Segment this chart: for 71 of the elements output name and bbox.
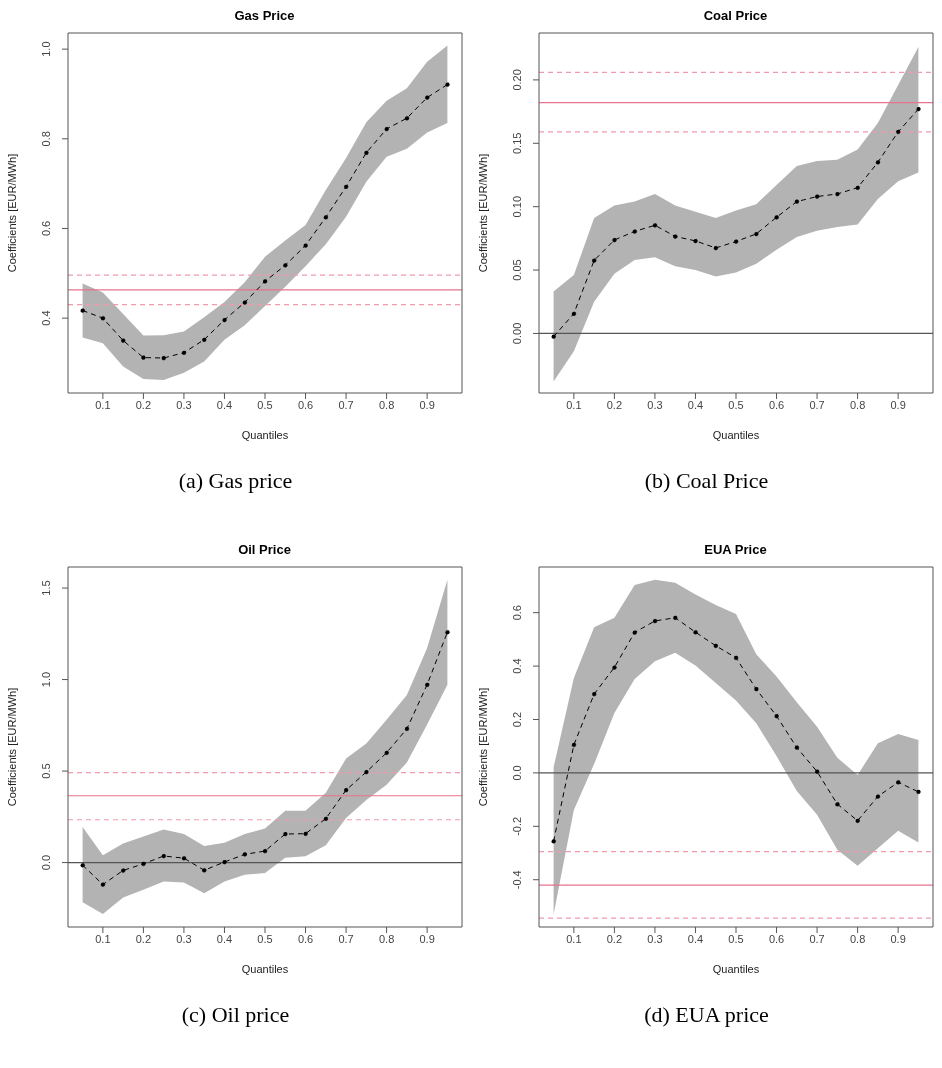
x-tick-label: 0.5: [728, 932, 744, 945]
x-tick-label: 0.2: [135, 398, 152, 411]
x-tick-label: 0.1: [566, 398, 582, 411]
y-tick-label: 0.00: [511, 322, 523, 345]
x-tick-label: 0.3: [176, 398, 192, 411]
chart-title: Oil Price: [237, 542, 292, 557]
x-tick-label: 0.9: [419, 398, 435, 411]
text: (d) EUA price: [643, 1002, 770, 1028]
y-tick-label: 1.0: [40, 671, 52, 688]
y-tick-label: 1.5: [40, 580, 52, 596]
x-tick-label: 0.6: [768, 398, 785, 411]
x-tick-label: 0.4: [687, 398, 704, 411]
chart-title: Coal Price: [702, 8, 769, 23]
x-axis-title: Quantiles: [712, 963, 760, 975]
y-tick-label: 0.0: [40, 854, 52, 871]
y-tick-label: 0.0: [511, 765, 523, 781]
x-tick-label: 0.5: [257, 398, 273, 411]
x-axis-title: Quantiles: [241, 429, 289, 441]
x-tick-label: 0.1: [95, 932, 111, 945]
x-tick-label: 0.3: [176, 932, 192, 945]
x-axis-title: Quantiles: [241, 963, 289, 975]
x-tick-label: 0.7: [809, 932, 825, 945]
x-tick-label: 0.6: [768, 932, 785, 945]
x-tick-label: 0.7: [338, 398, 354, 411]
y-tick-label: -0.4: [511, 870, 523, 890]
y-tick-label: 0.6: [511, 605, 523, 621]
x-tick-label: 0.6: [297, 932, 314, 945]
x-tick-label: 0.2: [135, 932, 152, 945]
x-tick-label: 0.9: [890, 398, 906, 411]
x-tick-label: 0.9: [419, 932, 435, 945]
x-tick-label: 0.1: [95, 398, 111, 411]
x-tick-label: 0.1: [566, 932, 582, 945]
x-tick-label: 0.3: [647, 398, 663, 411]
y-axis-title: Coefficients [EUR/MWh]: [5, 687, 18, 807]
text: (a) Gas price: [177, 468, 294, 494]
y-tick-label: 0.20: [511, 69, 523, 91]
x-tick-label: 0.8: [849, 398, 866, 411]
y-tick-label: 0.05: [511, 259, 523, 281]
y-tick-label: 0.8: [40, 131, 52, 147]
text: (b) Coal Price: [643, 468, 770, 494]
chart-title: Gas Price: [233, 8, 296, 23]
x-tick-label: 0.8: [378, 398, 395, 411]
y-tick-label: 0.4: [511, 658, 523, 674]
y-axis-title: Coefficients [EUR/MWh]: [476, 153, 489, 273]
x-tick-label: 0.4: [216, 932, 233, 945]
y-tick-label: 0.15: [511, 132, 523, 154]
chart-title: EUA Price: [703, 542, 768, 557]
x-tick-label: 0.6: [297, 398, 314, 411]
x-tick-label: 0.4: [687, 932, 704, 945]
y-tick-label: 1.0: [40, 41, 52, 57]
x-tick-label: 0.8: [849, 932, 866, 945]
y-axis-title: Coefficients [EUR/MWh]: [476, 687, 489, 807]
x-tick-label: 0.2: [606, 398, 623, 411]
x-tick-label: 0.8: [378, 932, 395, 945]
x-tick-label: 0.3: [647, 932, 663, 945]
x-tick-label: 0.7: [809, 398, 825, 411]
x-tick-label: 0.5: [728, 398, 744, 411]
text: (c) Oil price: [180, 1002, 291, 1028]
y-tick-label: 0.4: [40, 310, 52, 326]
x-tick-label: 0.5: [257, 932, 273, 945]
y-tick-label: -0.2: [511, 816, 523, 836]
y-tick-label: 0.6: [40, 220, 52, 237]
y-tick-label: 0.2: [511, 711, 523, 728]
y-tick-label: 0.5: [40, 763, 52, 779]
x-tick-label: 0.7: [338, 932, 354, 945]
x-tick-label: 0.9: [890, 932, 906, 945]
x-axis-title: Quantiles: [712, 429, 760, 441]
y-tick-label: 0.10: [511, 195, 523, 218]
y-axis-title: Coefficients [EUR/MWh]: [5, 153, 18, 273]
x-tick-label: 0.4: [216, 398, 233, 411]
x-tick-label: 0.2: [606, 932, 623, 945]
